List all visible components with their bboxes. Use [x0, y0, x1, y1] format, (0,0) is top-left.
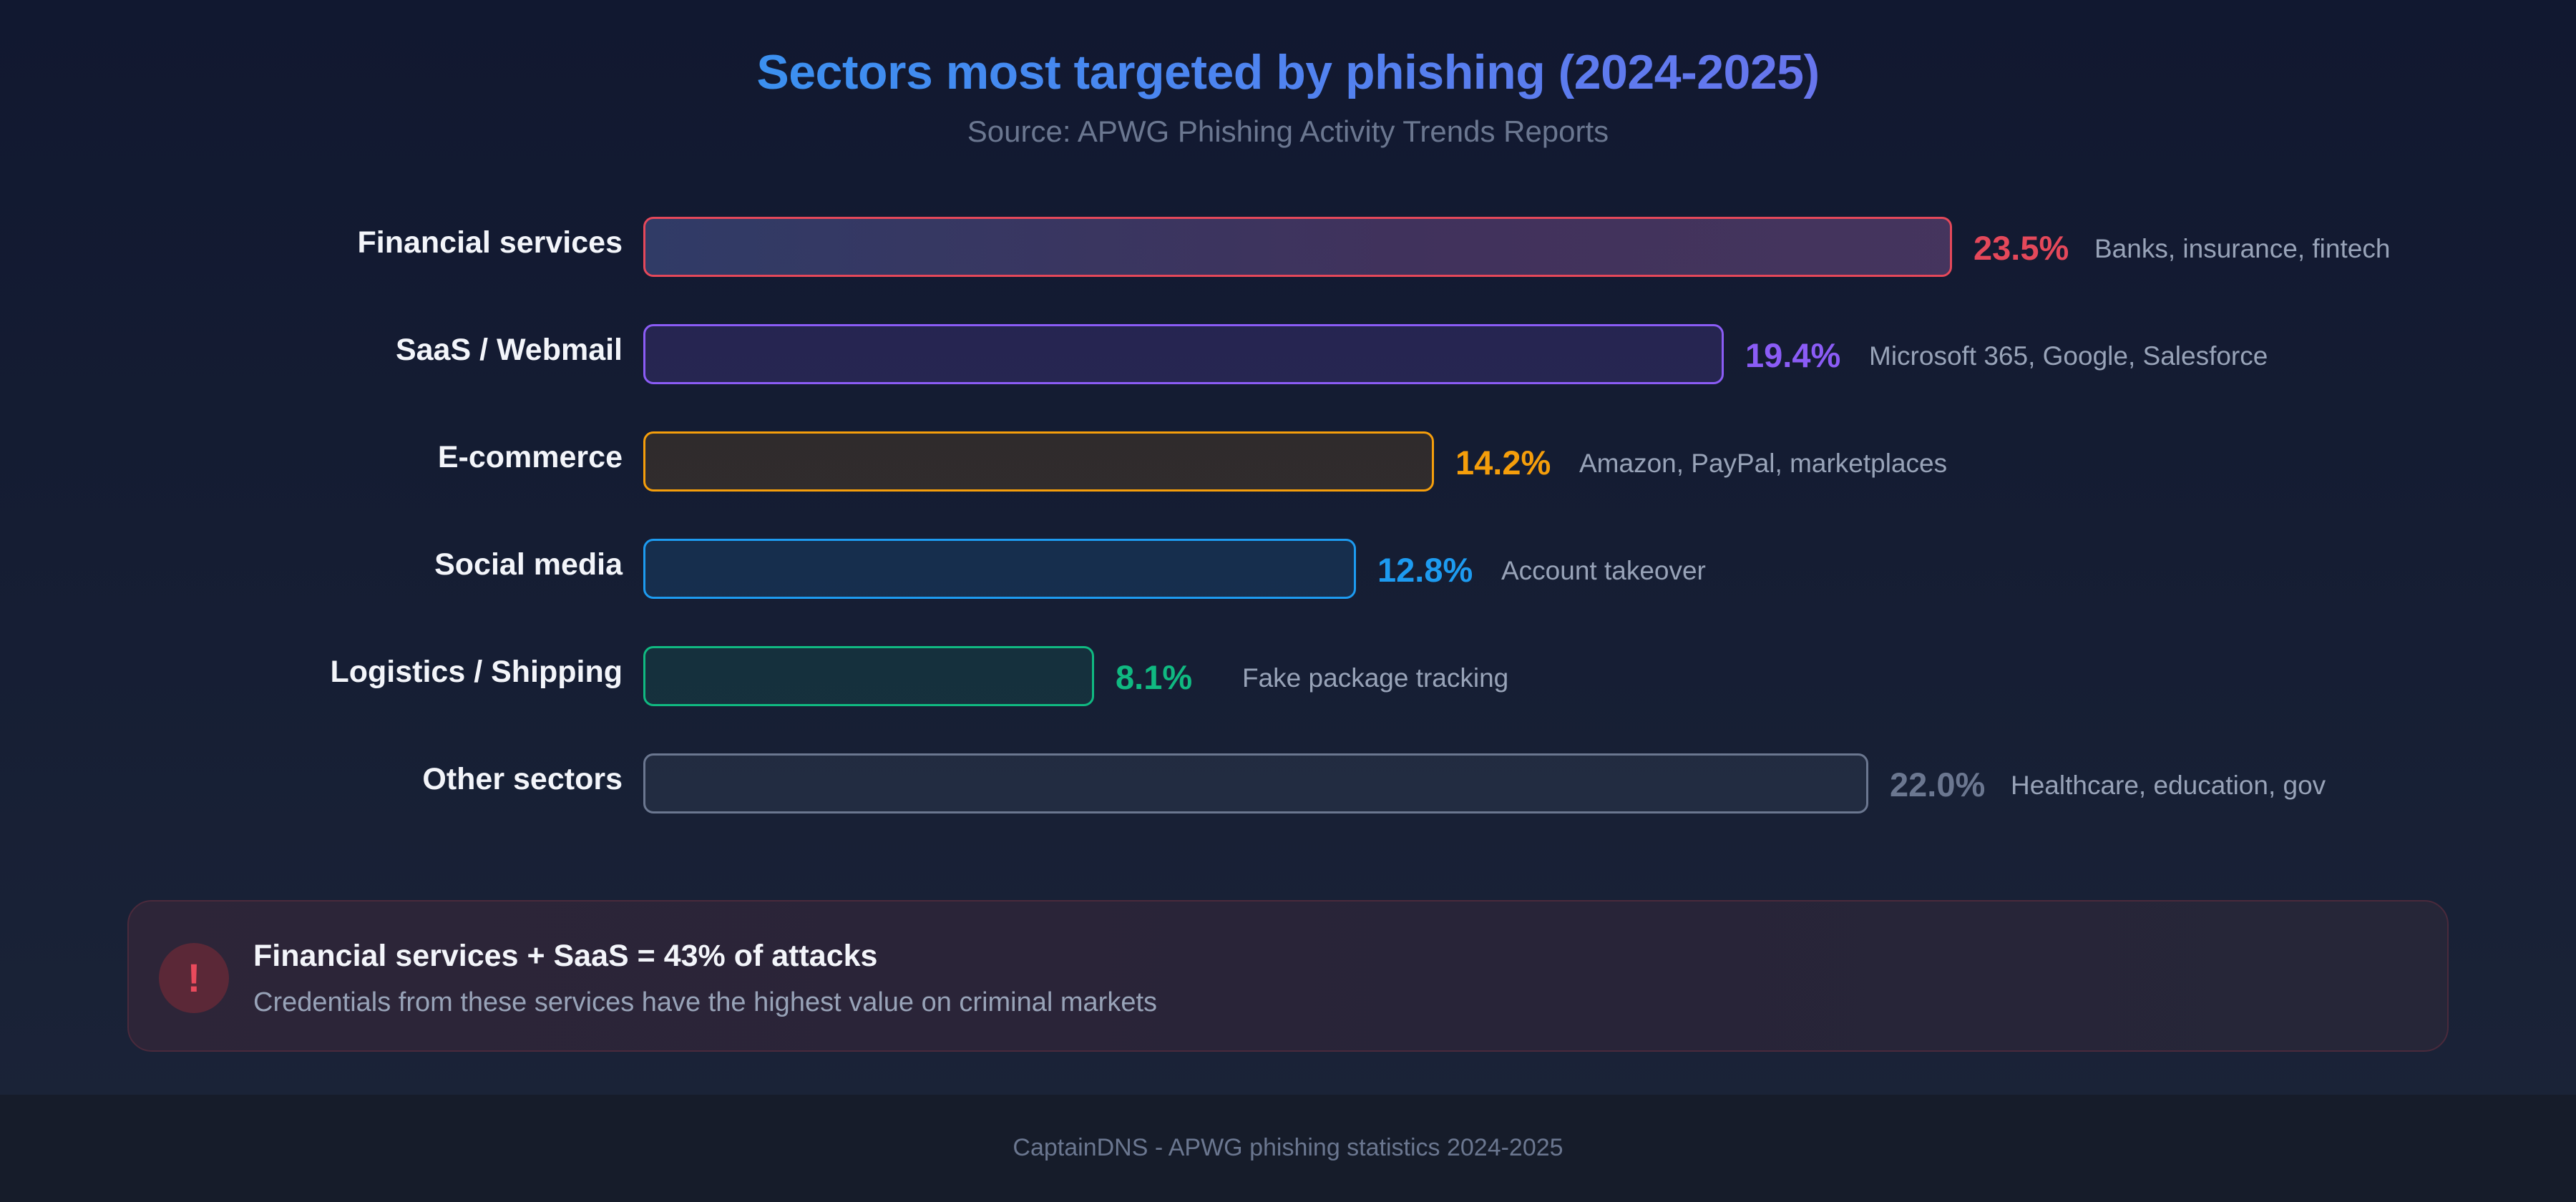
insight-callout: ! Financial services + SaaS = 43% of att… [127, 900, 2449, 1052]
bar [643, 646, 1094, 706]
footer-text: CaptainDNS - APWG phishing statistics 20… [1013, 1134, 1563, 1161]
category-label: E-commerce [437, 440, 623, 474]
bar [643, 431, 1434, 492]
value-label: 8.1% [1116, 658, 1193, 696]
footer: CaptainDNS - APWG phishing statistics 20… [0, 1095, 2576, 1202]
value-label: 12.8% [1377, 551, 1473, 589]
bar-note: Healthcare, education, gov [2011, 771, 2326, 800]
bar [643, 753, 1868, 813]
bar-note: Microsoft 365, Google, Salesforce [1869, 341, 2268, 371]
chart-title: Sectors most targeted by phishing (2024-… [0, 44, 2576, 100]
value-label: 14.2% [1455, 444, 1551, 482]
value-label: 22.0% [1890, 766, 1986, 803]
alert-icon: ! [159, 943, 229, 1013]
category-label: Other sectors [422, 762, 623, 796]
bar-note: Banks, insurance, fintech [2094, 234, 2391, 263]
category-label: Social media [434, 547, 623, 582]
value-label: 19.4% [1745, 336, 1841, 374]
category-label: SaaS / Webmail [395, 333, 623, 367]
bar [643, 539, 1356, 599]
callout-body: Credentials from these services have the… [253, 987, 1158, 1017]
callout-title: Financial services + SaaS = 43% of attac… [253, 939, 878, 973]
chart-subtitle: Source: APWG Phishing Activity Trends Re… [967, 114, 1609, 148]
value-label: 23.5% [1974, 229, 2069, 267]
bar [643, 324, 1724, 384]
bar-note: Fake package tracking [1242, 663, 1509, 693]
bar-note: Account takeover [1501, 556, 1706, 585]
category-label: Financial services [357, 225, 623, 260]
bar-note: Amazon, PayPal, marketplaces [1579, 449, 1948, 478]
category-label: Logistics / Shipping [330, 655, 623, 689]
bar [643, 217, 1952, 277]
